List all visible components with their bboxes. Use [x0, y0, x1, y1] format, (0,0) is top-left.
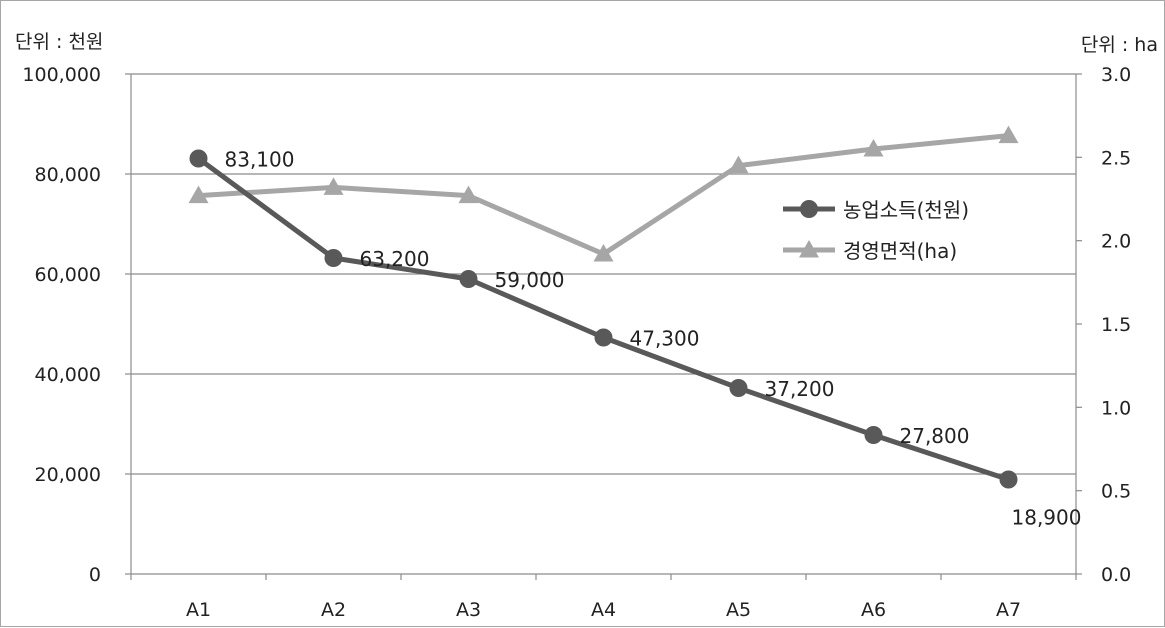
x-axis-category-label: A1 [186, 599, 211, 621]
income-data-label: 47,300 [630, 327, 700, 351]
right-axis-tick-label: 0.5 [1101, 481, 1131, 503]
axes: 0 20,000 40,000 60,000 80,000 100,000 0.0 0.5 1.… [22, 64, 1131, 621]
gridlines [131, 73, 1076, 475]
income-series-circle-marker [729, 379, 748, 397]
left-axis-tick-label: 20,000 [35, 464, 101, 486]
series-lines [188, 125, 1019, 489]
area-series-triangle-marker [188, 185, 209, 204]
income-data-label: 18,900 [1012, 506, 1082, 530]
income-data-label: 63,200 [360, 247, 430, 271]
right-axis-tick-label: 1.0 [1101, 397, 1131, 419]
income-series-circle-marker [324, 249, 343, 267]
income-data-label: 27,800 [900, 424, 970, 448]
area-series-triangle-marker [728, 155, 749, 174]
income-data-label: 83,100 [225, 148, 295, 172]
data-labels: 83,100 63,200 59,000 47,300 37,200 27,800 18,9… [225, 148, 1082, 530]
legend-income-circle-marker [800, 200, 818, 218]
income-data-label: 37,200 [765, 377, 835, 401]
legend-income-label: 농업소득(천원) [843, 198, 969, 222]
income-series-circle-marker [864, 426, 883, 444]
area-series-triangle-marker [593, 244, 614, 262]
legend-area-triangle-marker [799, 240, 819, 258]
x-axis-category-label: A6 [861, 599, 886, 621]
income-series-circle-marker [459, 270, 478, 288]
right-axis-tick-label: 2.0 [1101, 231, 1131, 253]
income-series-circle-marker [999, 470, 1018, 489]
x-axis-category-label: A7 [996, 599, 1021, 621]
area-series-triangle-marker [863, 139, 884, 157]
x-axis-category-label: A3 [456, 599, 481, 621]
left-axis-tick-label: 40,000 [35, 364, 101, 386]
income-data-label: 59,000 [495, 268, 565, 292]
income-series-circle-marker [594, 328, 613, 347]
left-axis-tick-label: 60,000 [35, 264, 101, 286]
legend-area-label: 경영면적(ha) [843, 239, 957, 263]
right-axis-tick-label: 1.5 [1101, 314, 1131, 336]
right-axis-unit-label: 단위 : ha [1081, 34, 1158, 56]
income-series-circle-marker [189, 149, 208, 168]
x-axis-category-label: A5 [726, 599, 751, 621]
right-axis-tick-label: 3.0 [1101, 64, 1131, 86]
left-axis-unit-label: 단위 : 천원 [15, 31, 103, 53]
right-axis-tick-label: 0.0 [1101, 564, 1131, 586]
left-axis-tick-label: 100,000 [22, 64, 101, 86]
area-series-triangle-marker [998, 125, 1019, 144]
area-series-triangle-marker [458, 185, 479, 204]
left-axis-tick-label: 0 [89, 564, 101, 586]
left-axis-tick-label: 80,000 [35, 164, 101, 186]
area-series-triangle-marker [323, 177, 344, 195]
legend: 농업소득(천원) 경영면적(ha) [783, 198, 969, 263]
x-axis-category-label: A2 [321, 599, 346, 621]
area-series-line [198, 133, 1009, 257]
right-axis-tick-label: 2.5 [1101, 147, 1131, 169]
x-axis-category-label: A4 [591, 599, 616, 621]
